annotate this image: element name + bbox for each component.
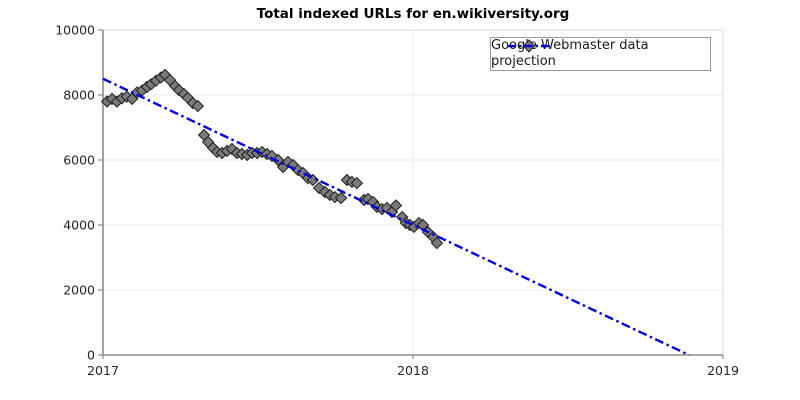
x-tick-label: 2019 — [707, 363, 739, 378]
y-tick-label: 8000 — [63, 88, 95, 103]
legend: Google Webmaster data projection — [490, 37, 711, 71]
legend-label-projection: projection — [491, 54, 556, 69]
tick-marks — [98, 29, 724, 359]
x-tick-label: 2018 — [397, 363, 429, 378]
projection-line — [102, 77, 690, 357]
legend-item-projection: projection — [491, 44, 710, 70]
y-tick-label: 0 — [87, 348, 95, 363]
data-point-diamond — [271, 153, 285, 167]
data-point-diamond — [191, 99, 205, 113]
data-point-diamond — [430, 236, 444, 250]
data-point-diamond — [350, 176, 364, 190]
y-tick-label: 10000 — [55, 23, 95, 38]
projection-line-icon — [508, 44, 550, 48]
tick-labels: 0 2000 4000 6000 8000 10000 2017 2018 2019 — [55, 23, 739, 379]
gridlines — [103, 29, 724, 355]
y-tick-label: 6000 — [63, 153, 95, 168]
y-tick-label: 2000 — [63, 283, 95, 298]
data-point-diamond — [334, 191, 348, 205]
data-point-diamond — [265, 149, 279, 163]
y-tick-label: 4000 — [63, 218, 95, 233]
x-tick-label: 2017 — [87, 363, 119, 378]
chart-title: Total indexed URLs for en.wikiversity.or… — [256, 6, 570, 22]
data-point-diamond — [389, 199, 403, 212]
